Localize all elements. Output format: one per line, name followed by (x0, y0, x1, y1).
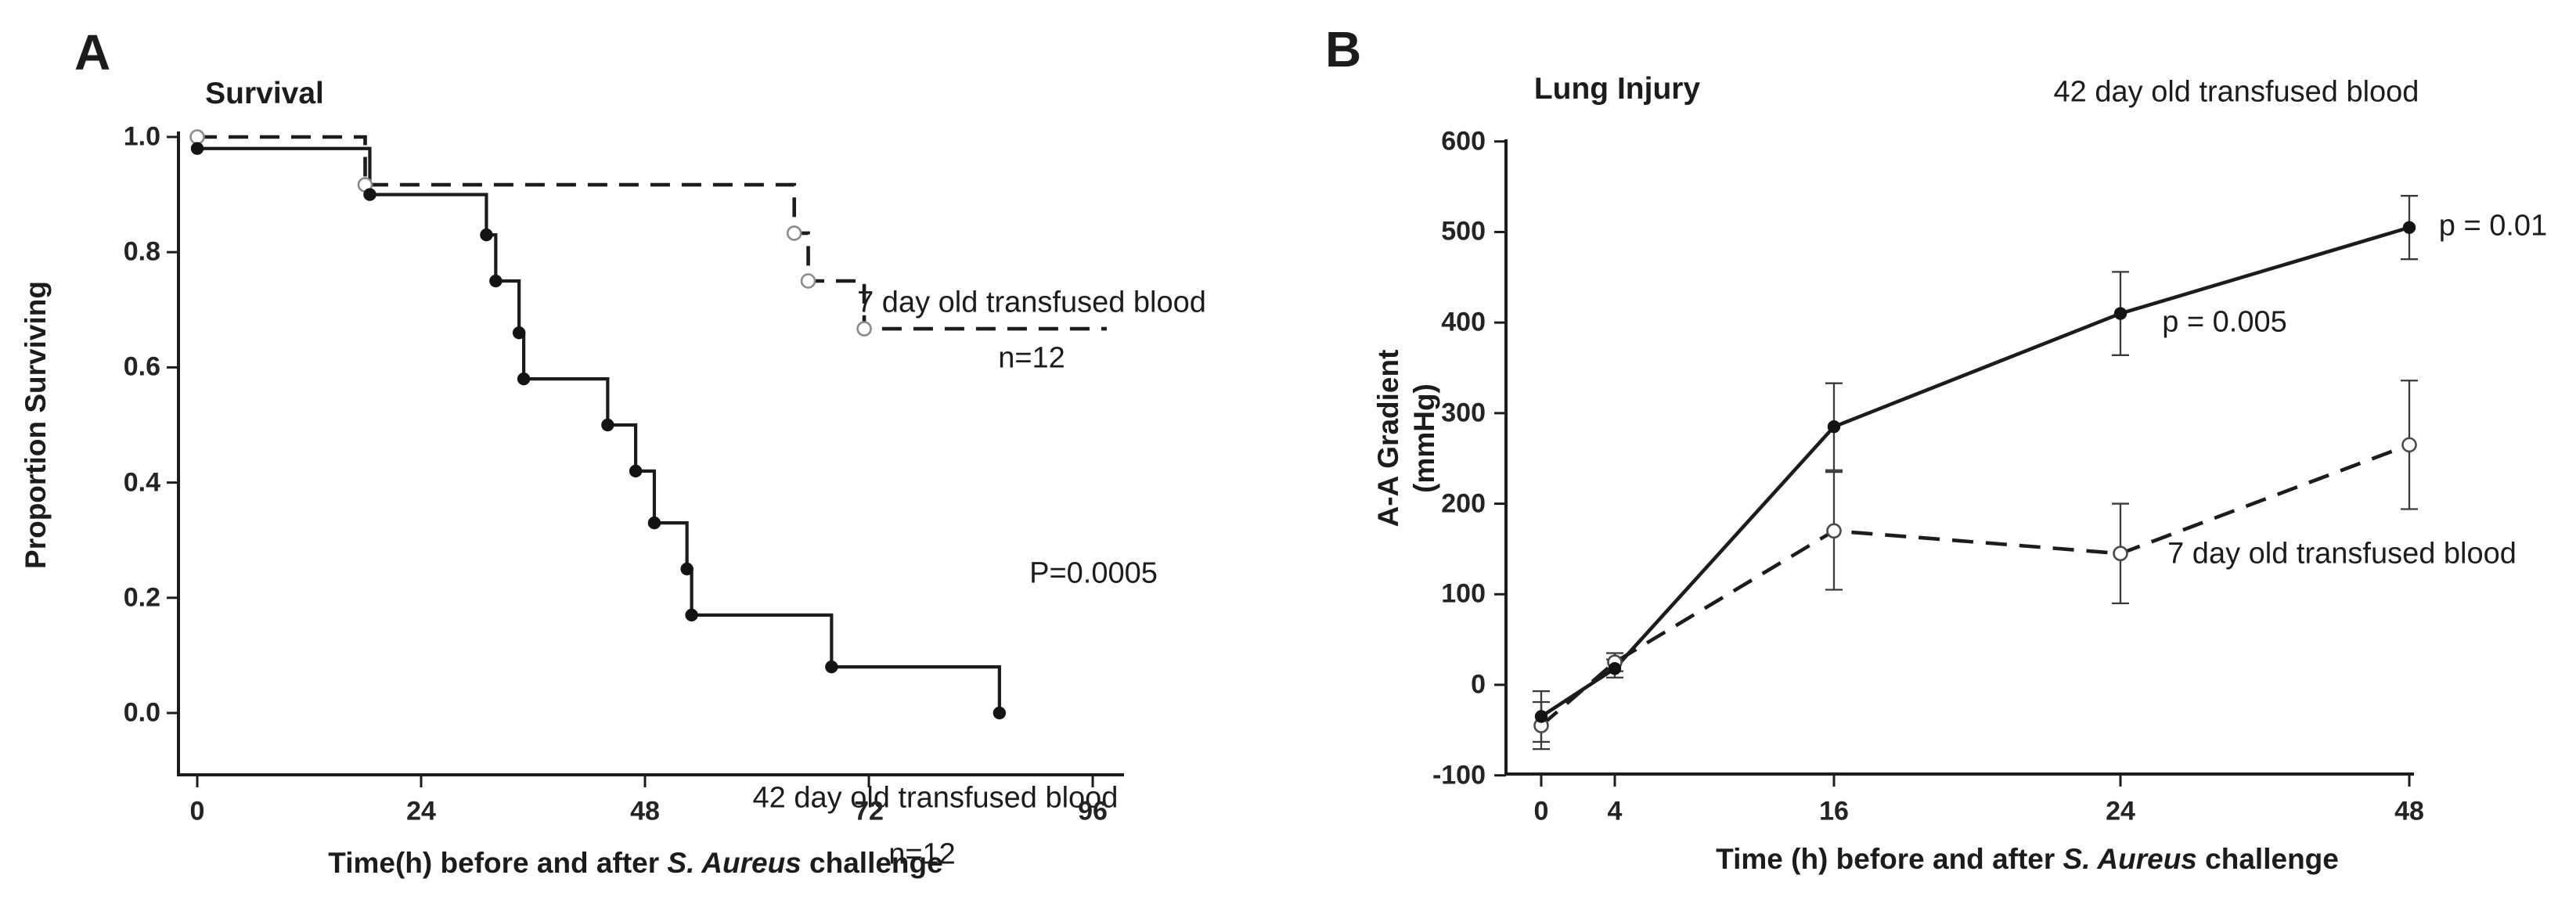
panel-a-p-value: P=0.0005 (1029, 556, 1158, 590)
panel-b-x-tick-label: 16 (1819, 796, 1849, 826)
panel-a-42day-markers (190, 142, 1007, 720)
panel-a-42day-curve (197, 146, 1001, 713)
panel-a-y-tick-label: 0.2 (123, 582, 160, 613)
panel-a-x-axis-label: Time(h) before and after S. Aureus chall… (328, 847, 942, 880)
panel-a-x-tick-label: 24 (406, 796, 436, 826)
panel-b-7day-markers (1533, 437, 2417, 733)
panel-b-letter: B (1325, 21, 1362, 77)
panel-b-y-tick-label: 500 (1441, 216, 1486, 247)
panel-b-42day-line (1540, 225, 2410, 718)
panel-a-x-tick-label: 96 (1078, 796, 1108, 826)
panel-b-x-tick-label: 0 (1533, 796, 1549, 826)
panel-b-series-42day-label: 42 day old transfused blood (2053, 75, 2419, 109)
panel-a-series-7day-label: 7 day old transfused blood (857, 286, 1206, 319)
panel-b-p-value-24h: p = 0.005 (2162, 305, 2287, 339)
panel-a-series-42day-label: 42 day old transfused blood (752, 781, 1119, 815)
panel-a-y-tick-label: 0.6 (123, 351, 160, 382)
panel-b-x-tick-label: 48 (2394, 796, 2424, 826)
panel-a-y-tick-label: 0.0 (123, 697, 160, 728)
panel-a-7day-markers (189, 129, 872, 337)
panel-a-x-tick-label: 72 (854, 796, 884, 826)
panel-b-y-label-line2: (mmHg) (1408, 383, 1440, 493)
panel-b-y-tick-label: 600 (1441, 126, 1486, 157)
panel-b-axes (1494, 139, 2414, 787)
panel-b-x-tick-label: 4 (1607, 796, 1623, 826)
panel-b-y-tick-label: 400 (1441, 307, 1486, 337)
panel-a-letter: A (74, 24, 111, 81)
panel-a-x-label-prefix: Time(h) before and after (328, 847, 668, 879)
panel-a-y-tick-label: 0.4 (123, 467, 160, 498)
panel-a-series-7day-n: n=12 (998, 341, 1065, 375)
panel-b-title: Lung Injury (1533, 72, 1701, 106)
panel-b-y-tick-label: 300 (1441, 398, 1486, 428)
panel-b-42day-markers (1534, 221, 2416, 723)
panel-a-y-axis-label: Proportion Surviving (20, 281, 52, 569)
panel-b-series-7day-label: 7 day old transfused blood (2167, 537, 2517, 571)
panel-a-x-label-suffix: challenge (801, 847, 943, 879)
panel-b-y-label-line1: A-A Gradient (1371, 349, 1404, 528)
panel-b-y-tick-label: -100 (1432, 760, 1486, 790)
panel-b-y-tick-label: 100 (1441, 578, 1486, 609)
panel-b-x-label-prefix: Time (h) before and after (1716, 843, 2063, 875)
panel-a-x-tick-label: 0 (189, 796, 205, 826)
panel-a-x-label-italic: S. Aureus (667, 847, 802, 879)
panel-b-x-axis-label: Time (h) before and after S. Aureus chal… (1716, 843, 2339, 876)
panel-a-title: Survival (205, 77, 324, 110)
panel-b-x-label-suffix: challenge (2196, 843, 2339, 875)
panel-b-y-tick-label: 0 (1471, 669, 1486, 700)
panel-b-p-value-48h: p = 0.01 (2438, 209, 2548, 243)
panel-a-series-42day-n: n=12 (888, 837, 956, 871)
panel-b-y-axis-label: A-A Gradient (mmHg) (1371, 350, 1443, 528)
panel-a-y-tick-label: 1.0 (123, 121, 160, 152)
panel-b-x-label-italic: S. Aureus (2063, 843, 2197, 875)
panel-b-y-tick-label: 200 (1441, 488, 1486, 519)
panel-b-x-tick-label: 24 (2106, 796, 2135, 826)
panel-a-axes (167, 131, 1124, 787)
panel-a-y-tick-label: 0.8 (123, 236, 160, 267)
panel-a-x-tick-label: 48 (630, 796, 660, 826)
panel-b-7day-line (1540, 443, 2410, 727)
panel-b-error-bars (1533, 195, 2418, 751)
